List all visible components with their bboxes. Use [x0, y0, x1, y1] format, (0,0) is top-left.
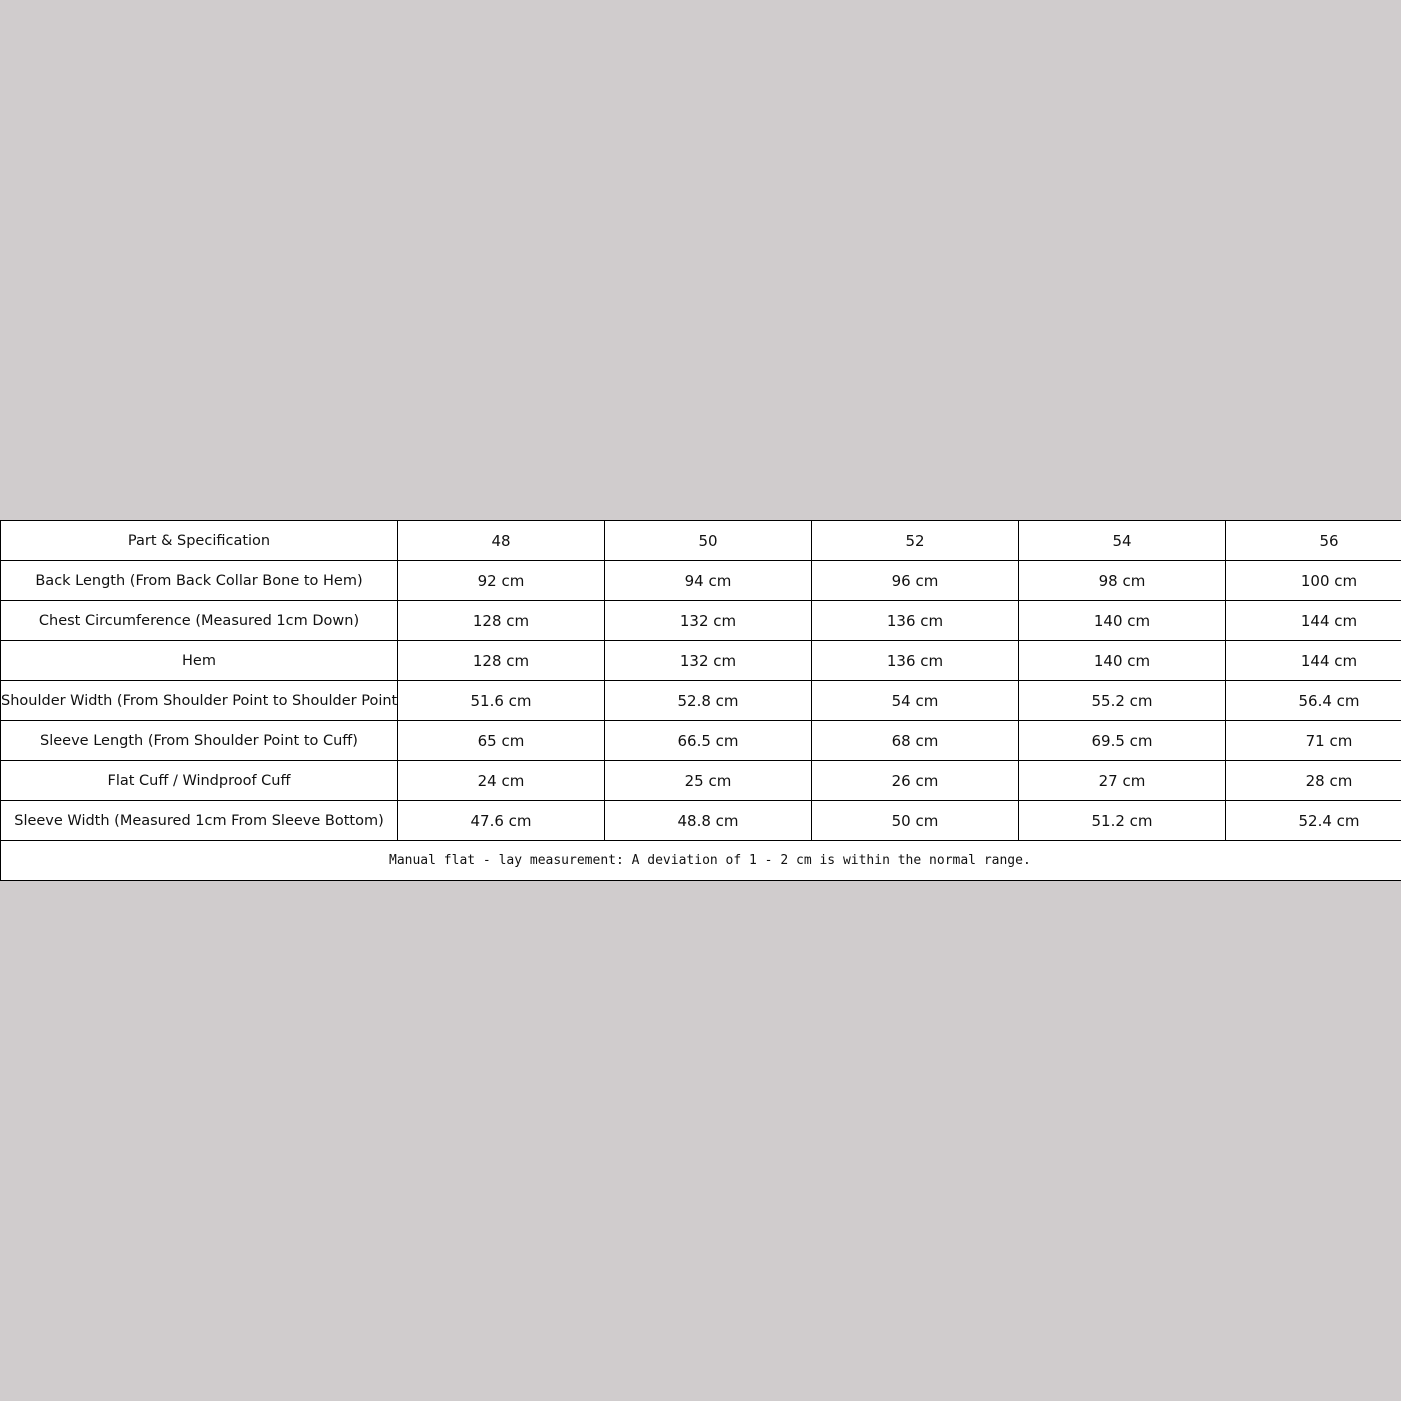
measurement-cell: 144 cm: [1225, 640, 1401, 681]
measurement-cell: 66.5 cm: [604, 720, 812, 761]
measurement-cell: 27 cm: [1018, 760, 1226, 801]
measurement-cell: 144 cm: [1225, 600, 1401, 641]
spec-name-cell: Sleeve Width (Measured 1cm From Sleeve B…: [0, 800, 398, 841]
measurement-cell: 132 cm: [604, 600, 812, 641]
measurement-cell: 54 cm: [811, 680, 1019, 721]
table-row: Flat Cuff / Windproof Cuff 24 cm 25 cm 26 c…: [0, 760, 1401, 801]
measurement-cell: 132 cm: [604, 640, 812, 681]
table-row: Sleeve Length (From Shoulder Point to Cu…: [0, 720, 1401, 761]
spec-name-cell: Back Length (From Back Collar Bone to He…: [0, 560, 398, 601]
table-row: Back Length (From Back Collar Bone to He…: [0, 560, 1401, 601]
measurement-cell: 51.6 cm: [397, 680, 605, 721]
measurement-cell: 47.6 cm: [397, 800, 605, 841]
spec-name-cell: Flat Cuff / Windproof Cuff: [0, 760, 398, 801]
measurement-cell: 140 cm: [1018, 640, 1226, 681]
measurement-cell: 26 cm: [811, 760, 1019, 801]
measurement-cell: 28 cm: [1225, 760, 1401, 801]
measurement-cell: 52.4 cm: [1225, 800, 1401, 841]
note-row: Manual flat - lay measurement: A deviati…: [0, 840, 1401, 881]
header-cell: 48: [397, 520, 605, 561]
table-row: Sleeve Width (Measured 1cm From Sleeve B…: [0, 800, 1401, 841]
measurement-cell: 136 cm: [811, 640, 1019, 681]
measurement-cell: 94 cm: [604, 560, 812, 601]
measurement-cell: 92 cm: [397, 560, 605, 601]
measurement-cell: 52.8 cm: [604, 680, 812, 721]
measurement-cell: 56.4 cm: [1225, 680, 1401, 721]
spec-name-cell: Hem: [0, 640, 398, 681]
spec-name-cell: Sleeve Length (From Shoulder Point to Cu…: [0, 720, 398, 761]
measurement-cell: 24 cm: [397, 760, 605, 801]
table-row: Chest Circumference (Measured 1cm Down) 1…: [0, 600, 1401, 641]
spec-name-cell: Shoulder Width (From Shoulder Point to S…: [0, 680, 398, 721]
header-cell: 56: [1225, 520, 1401, 561]
size-chart-table: Part & Specification 48 50 52 54 56 Back…: [0, 520, 1401, 881]
measurement-cell: 48.8 cm: [604, 800, 812, 841]
measurement-cell: 55.2 cm: [1018, 680, 1226, 721]
measurement-cell: 68 cm: [811, 720, 1019, 761]
measurement-cell: 51.2 cm: [1018, 800, 1226, 841]
header-cell: 50: [604, 520, 812, 561]
measurement-cell: 140 cm: [1018, 600, 1226, 641]
measurement-cell: 100 cm: [1225, 560, 1401, 601]
measurement-cell: 71 cm: [1225, 720, 1401, 761]
table-row: Hem 128 cm 132 cm 136 cm 140 cm 144 cm: [0, 640, 1401, 681]
header-row: Part & Specification 48 50 52 54 56: [0, 520, 1401, 561]
spec-name-cell: Chest Circumference (Measured 1cm Down): [0, 600, 398, 641]
measurement-note: Manual flat - lay measurement: A deviati…: [0, 840, 1401, 881]
header-cell: 52: [811, 520, 1019, 561]
measurement-cell: 128 cm: [397, 600, 605, 641]
header-cell: 54: [1018, 520, 1226, 561]
measurement-cell: 65 cm: [397, 720, 605, 761]
measurement-cell: 128 cm: [397, 640, 605, 681]
measurement-cell: 69.5 cm: [1018, 720, 1226, 761]
table-row: Shoulder Width (From Shoulder Point to S…: [0, 680, 1401, 721]
measurement-cell: 50 cm: [811, 800, 1019, 841]
measurement-cell: 136 cm: [811, 600, 1019, 641]
measurement-cell: 25 cm: [604, 760, 812, 801]
measurement-cell: 96 cm: [811, 560, 1019, 601]
measurement-cell: 98 cm: [1018, 560, 1226, 601]
header-cell: Part & Specification: [0, 520, 398, 561]
